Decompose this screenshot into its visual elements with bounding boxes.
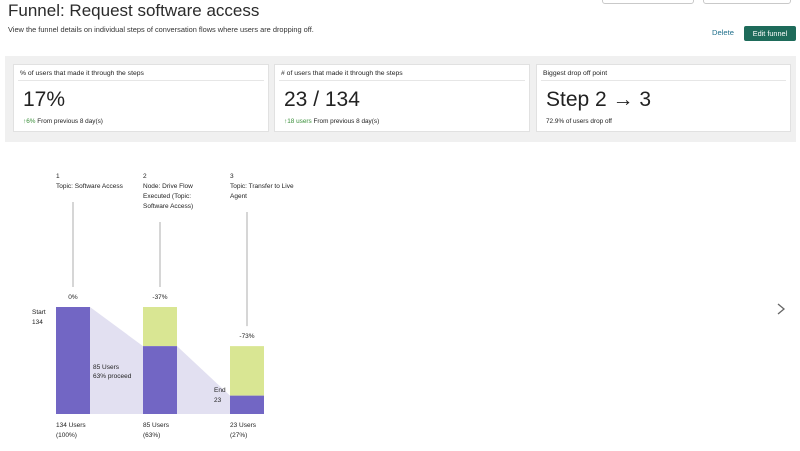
step-name: Software Access) (143, 203, 193, 210)
funnel-chart: 1 Topic: Software Access 0% 134 Users (100%)… (32, 173, 294, 439)
step-users-label: 134 Users (56, 422, 86, 429)
page-title: Funnel: Request software access (8, 1, 260, 20)
top-action-button-2[interactable] (703, 0, 791, 4)
flow-users-label: 85 Users (93, 364, 120, 371)
stat-value: 17% (23, 88, 66, 111)
flow-band (90, 307, 143, 414)
step-percent-label: (63%) (143, 432, 160, 439)
stat-divider (279, 80, 525, 81)
arrow-up-icon: ↑ (284, 118, 288, 125)
stat-card-completion-percent: % of users that made it through the step… (13, 64, 269, 132)
stat-card-user-count: # of users that made it through the step… (274, 64, 530, 132)
edit-funnel-button[interactable]: Edit funnel (744, 26, 796, 41)
stat-value: Step 2 → 3 (546, 88, 652, 111)
stat-delta: 6% (26, 118, 36, 125)
step-change-label: -37% (152, 294, 167, 301)
step-users-label: 23 Users (230, 422, 257, 429)
step-name: Agent (230, 193, 247, 200)
flow-proceed-label: 63% proceed (93, 373, 132, 380)
stat-value: 23 / 134 (284, 88, 360, 111)
step-name: Node: Drive Flow (143, 183, 193, 190)
step-number: 2 (143, 173, 147, 180)
stat-divider (18, 80, 264, 81)
dropped-bar (230, 346, 264, 396)
top-action-button-1[interactable] (602, 0, 694, 4)
step-number: 1 (56, 173, 60, 180)
stats-panel: % of users that made it through the step… (5, 56, 796, 142)
step-percent-label: (100%) (56, 432, 77, 439)
step-change-label: -73% (239, 333, 254, 340)
step-users-label: 85 Users (143, 422, 170, 429)
remaining-bar (56, 307, 90, 414)
step-change-label: 0% (68, 294, 78, 301)
end-label: End (214, 387, 226, 394)
dropped-bar (143, 307, 177, 347)
stat-label: % of users that made it through the step… (20, 70, 144, 77)
flow-band (177, 346, 230, 414)
stat-subtext: From previous 8 day(s) (313, 118, 380, 125)
page-description: View the funnel details on individual st… (8, 25, 314, 34)
end-value: 23 (214, 397, 222, 404)
arrow-up-icon: ↑ (23, 118, 27, 125)
chevron-right-icon[interactable] (775, 301, 787, 317)
stat-label: # of users that made it through the step… (281, 70, 403, 77)
step-number: 3 (230, 173, 234, 180)
step-name: Executed (Topic: (143, 193, 191, 200)
stat-label: Biggest drop off point (543, 70, 608, 77)
step-name: Topic: Software Access (56, 183, 124, 190)
step-name: Topic: Transfer to Live (230, 183, 294, 190)
remaining-bar (143, 346, 177, 414)
delete-link[interactable]: Delete (712, 28, 734, 37)
stat-subtext: From previous 8 day(s) (37, 118, 103, 125)
stat-trend: ↑18 users From previous 8 day(s) (284, 118, 379, 125)
step-percent-label: (27%) (230, 432, 247, 439)
stat-subtext: 72.9% of users drop off (546, 118, 612, 125)
stat-card-drop-off: Biggest drop off point Step 2 → 3 72.9% … (536, 64, 791, 132)
stat-trend: ↑6% From previous 8 day(s) (23, 118, 103, 125)
start-value: 134 (32, 319, 43, 326)
stat-divider (541, 80, 786, 81)
stat-delta: 18 users (287, 118, 312, 125)
remaining-bar (230, 395, 264, 414)
start-label: Start (32, 309, 46, 316)
